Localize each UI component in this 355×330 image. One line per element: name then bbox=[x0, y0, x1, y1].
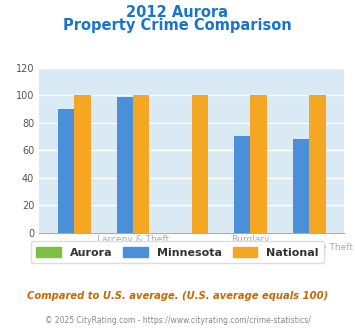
Text: Property Crime Comparison: Property Crime Comparison bbox=[63, 18, 292, 33]
Text: All Property Crime: All Property Crime bbox=[33, 243, 115, 251]
Text: Arson: Arson bbox=[179, 243, 204, 251]
Bar bbox=[74, 95, 91, 233]
Bar bbox=[250, 95, 267, 233]
Bar bbox=[309, 95, 326, 233]
Text: Compared to U.S. average. (U.S. average equals 100): Compared to U.S. average. (U.S. average … bbox=[27, 291, 328, 301]
Bar bbox=[58, 109, 74, 233]
Bar bbox=[192, 95, 208, 233]
Bar bbox=[293, 139, 309, 233]
Text: Motor Vehicle Theft: Motor Vehicle Theft bbox=[265, 243, 353, 251]
Text: Burglary: Burglary bbox=[231, 235, 270, 244]
Text: Larceny & Theft: Larceny & Theft bbox=[97, 235, 169, 244]
Text: 2012 Aurora: 2012 Aurora bbox=[126, 5, 229, 20]
Bar bbox=[133, 95, 149, 233]
Bar bbox=[116, 97, 133, 233]
Bar bbox=[234, 136, 250, 233]
Text: © 2025 CityRating.com - https://www.cityrating.com/crime-statistics/: © 2025 CityRating.com - https://www.city… bbox=[45, 316, 310, 325]
Legend: Aurora, Minnesota, National: Aurora, Minnesota, National bbox=[31, 241, 324, 263]
